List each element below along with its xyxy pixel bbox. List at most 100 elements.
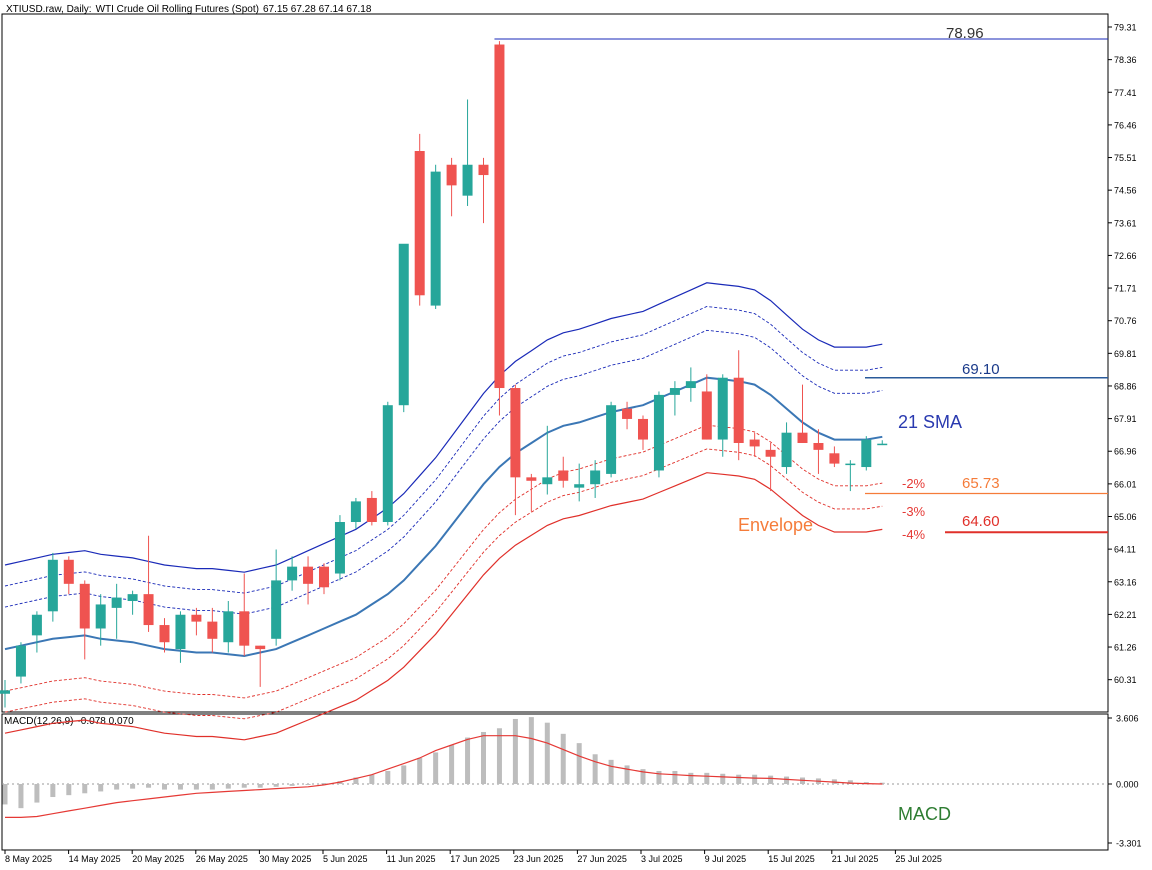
candle-body	[207, 621, 218, 639]
macd-values: -0.078 0.070	[77, 716, 134, 727]
macd-histogram-bar	[289, 784, 295, 786]
price-axis-label: 63.16	[1114, 577, 1137, 587]
date-axis-label: 3 Jul 2025	[641, 854, 683, 864]
candle-body	[398, 243, 409, 406]
candle-body	[845, 463, 856, 466]
macd-histogram-bar	[481, 731, 486, 784]
candle-body	[781, 432, 792, 468]
price-axis-label: 67.91	[1114, 414, 1137, 424]
macd-histogram-bar	[592, 754, 598, 784]
symbol-label: XTIUSD.raw, Daily:	[6, 4, 92, 15]
candle-body	[63, 559, 74, 584]
date-axis-label: 8 May 2025	[5, 854, 52, 864]
macd-histogram-bar	[704, 772, 710, 784]
candle-body	[638, 418, 648, 440]
candle-body	[0, 690, 10, 694]
macd-axis-label: -3.301	[1116, 839, 1142, 849]
level-6910-label: 69.10	[962, 361, 1000, 378]
date-axis-label: 14 May 2025	[69, 854, 121, 864]
price-levels	[494, 38, 1108, 534]
candle-body	[366, 497, 377, 522]
price-axis-label: 69.81	[1114, 349, 1137, 359]
envelope-line	[4, 472, 883, 741]
macd-histogram-bar	[688, 772, 694, 784]
candle-body	[287, 566, 298, 581]
price-axis-label: 74.56	[1114, 186, 1137, 196]
candle-body	[191, 614, 202, 622]
candle-body	[669, 388, 680, 395]
macd-header: MACD(12,26,9) -0.078 0.070	[4, 716, 138, 727]
candle-body	[717, 377, 728, 440]
annotations: 78.96 69.10 21 SMA -2% 65.73 -3% Envelope 64.60…	[738, 25, 1000, 824]
date-axis-label: 26 May 2025	[196, 854, 248, 864]
macd-histogram-bar	[576, 743, 582, 784]
price-axis-label: 77.41	[1114, 88, 1137, 98]
price-axis-label: 78.36	[1114, 55, 1137, 65]
peak-value-label: 78.96	[946, 25, 984, 42]
price-axis-label: 64.11	[1114, 545, 1136, 555]
candle-body	[47, 559, 58, 612]
envelope-line	[4, 329, 883, 615]
macd-histogram-bar	[608, 759, 614, 784]
price-axis-label: 70.76	[1114, 316, 1137, 326]
price-axis-label: 62.21	[1114, 610, 1137, 620]
envelope-line	[4, 424, 883, 699]
price-panel-border	[1, 13, 1109, 713]
candle-body	[590, 470, 601, 485]
level-6573-label: 65.73	[962, 475, 1000, 492]
candle-body	[446, 164, 457, 186]
macd-histogram-bar	[66, 784, 72, 796]
ohlc-values: 67.15 67.28 67.14 67.18	[262, 4, 372, 15]
sma-label: 21 SMA	[898, 412, 962, 432]
price-axis-label: 68.86	[1114, 381, 1137, 391]
macd-histogram-bar	[720, 773, 726, 784]
candle-body	[15, 645, 26, 677]
envelope-line	[4, 306, 883, 594]
price-axis-label: 73.61	[1114, 218, 1137, 228]
macd-axis-label: 0.000	[1116, 780, 1139, 790]
macd-histogram-bar	[385, 770, 391, 784]
macd-histogram-bar	[465, 737, 471, 784]
chart-header: XTIUSD.raw, Daily: WTI Crude Oil Rolling …	[6, 4, 375, 15]
macd-signal-line	[5, 735, 883, 819]
date-axis-label: 9 Jul 2025	[705, 854, 747, 864]
candle-body	[382, 405, 393, 522]
price-axis-label: 65.06	[1114, 512, 1137, 522]
axes: 79.31 78.36 77.41 76.46 75.51 74.56 73.61 72.66…	[4, 23, 1142, 864]
price-axis-label: 71.71	[1114, 284, 1137, 294]
macd-histogram-bar	[321, 783, 327, 785]
candle-body	[414, 151, 425, 296]
macd-histogram-bar	[736, 774, 742, 784]
envelope-label: Envelope	[738, 515, 813, 535]
macd-indicator	[2, 717, 885, 819]
macd-histogram-bar	[512, 718, 518, 784]
macd-histogram-bar	[624, 765, 630, 784]
symbol-description: WTI Crude Oil Rolling Futures (Spot)	[95, 4, 259, 15]
macd-histogram-bar	[879, 782, 885, 784]
date-axis-label: 17 Jun 2025	[450, 854, 500, 864]
candle-body	[701, 391, 712, 440]
macd-histogram-bar	[114, 784, 120, 790]
macd-axis-label: 3.606	[1116, 714, 1139, 724]
price-axis-label: 75.51	[1114, 153, 1137, 163]
macd-histogram-bar	[560, 733, 566, 784]
candle-body	[861, 439, 872, 468]
envelope-indicator	[4, 282, 883, 741]
macd-histogram-bar	[146, 784, 152, 788]
price-axis-label: 76.46	[1114, 120, 1137, 130]
date-axis-label: 15 Jul 2025	[768, 854, 815, 864]
macd-histogram-bar	[241, 784, 247, 788]
candle-body	[526, 477, 537, 481]
candlestick-series	[0, 41, 888, 708]
price-axis-label: 72.66	[1114, 251, 1137, 261]
macd-histogram-bar	[369, 774, 375, 784]
price-axis-label: 61.26	[1114, 643, 1137, 653]
candle-body	[111, 597, 122, 608]
envelope-minus-2-label: -2%	[902, 476, 926, 491]
envelope-line	[4, 448, 883, 720]
candle-body	[334, 522, 345, 574]
macd-histogram-bar	[177, 784, 183, 790]
candle-body	[223, 611, 234, 643]
candle-body	[239, 611, 250, 646]
